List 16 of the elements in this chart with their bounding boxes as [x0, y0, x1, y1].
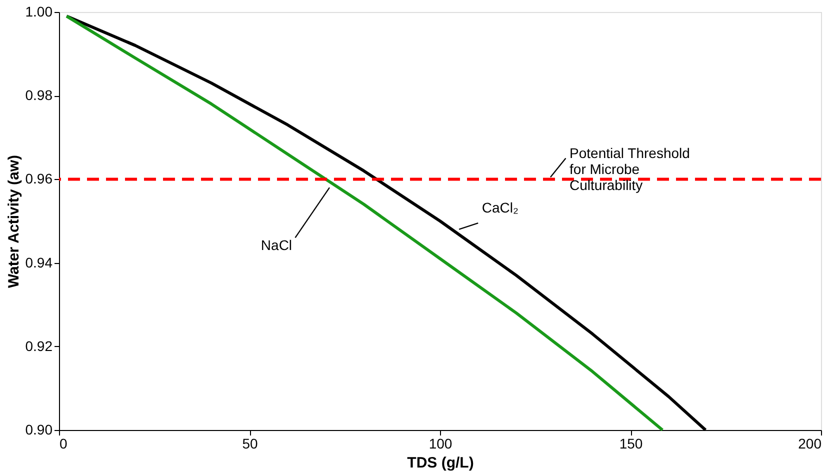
y-tick-label: 0.94: [25, 254, 53, 270]
x-tick-label: 0: [60, 436, 68, 452]
y-tick-label: 0.90: [25, 422, 53, 438]
annotation: CaCl₂: [482, 199, 518, 216]
x-tick-label: 200: [798, 436, 822, 452]
x-tick-label: 150: [619, 436, 643, 452]
annotation: NaCl: [260, 237, 292, 254]
x-tick-label: 50: [242, 436, 258, 452]
y-tick-label: 0.96: [25, 170, 53, 187]
y-tick-label: 0.92: [25, 338, 53, 354]
x-tick-label: 100: [428, 436, 452, 452]
y-tick-label: 1.00: [25, 4, 53, 20]
x-axis-title: TDS (g/L): [407, 454, 474, 472]
y-axis-title: Water Activity (aw): [5, 154, 22, 288]
y-tick-label: 0.98: [25, 87, 53, 104]
annotation: Potential Threshold for Microbe Culturability: [570, 145, 690, 194]
